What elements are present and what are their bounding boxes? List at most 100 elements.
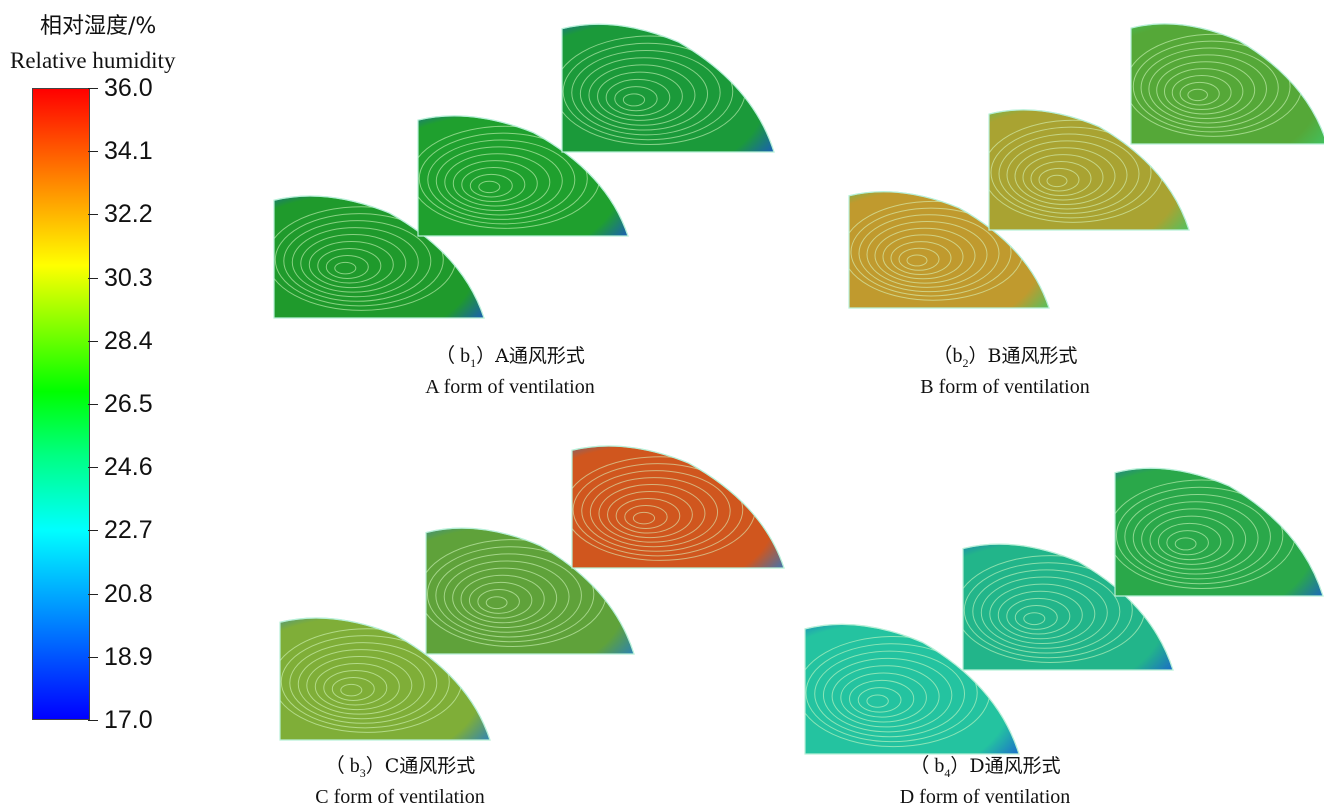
slice-outline (279, 617, 491, 741)
contour-line (1115, 486, 1284, 585)
contour-line (857, 687, 902, 713)
colorbar-tick-mark (88, 530, 98, 532)
colorbar-tick-label: 24.6 (104, 453, 153, 482)
contour-line (1132, 40, 1291, 133)
contour-line (469, 173, 513, 198)
caption-b3-cn: （ b3）C通风形式 (324, 755, 476, 780)
contour-line (1179, 81, 1220, 106)
contour-line (963, 562, 1133, 659)
contour-line (805, 643, 978, 743)
contour-line (840, 672, 927, 723)
contour-line (972, 569, 1121, 654)
contour-line (814, 650, 966, 738)
contour-line (289, 642, 438, 724)
contour-line (1163, 68, 1244, 115)
contour-line (874, 227, 976, 284)
contour-line (306, 656, 413, 715)
contour-line (614, 86, 658, 112)
contour-line (1006, 140, 1128, 210)
slice-2 (962, 543, 1174, 671)
contour-line (308, 241, 394, 289)
contour-line (622, 93, 646, 107)
contour-line (1187, 88, 1208, 102)
contour-line (632, 511, 656, 525)
contour-line (1141, 508, 1247, 570)
contour-line (997, 590, 1083, 640)
contour-line (849, 679, 915, 718)
contour-line (1140, 47, 1279, 128)
contour-line (444, 153, 551, 211)
panel-b1-ventilation-a: （ b1）A通风形式 A form of ventilation (270, 18, 790, 408)
caption-b3: （ b3）C通风形式 C form of ventilation (200, 754, 600, 809)
contour-line (989, 583, 1096, 645)
slice-outline (561, 23, 775, 153)
contour-line (331, 676, 375, 701)
colorbar-tick-label: 32.2 (104, 200, 153, 229)
contour-line (588, 64, 696, 126)
slice-group-b2 (848, 23, 1324, 309)
contour-line (1157, 522, 1222, 561)
colorbar-tick-mark (88, 88, 98, 89)
colorbar-tick-mark (88, 656, 98, 658)
slice-outline (571, 445, 785, 569)
legend-title-english: Relative humidity (10, 48, 176, 73)
slice-outline (425, 527, 635, 655)
slice-group-b3 (279, 445, 785, 741)
colorbar-tick-mark (88, 151, 98, 153)
contour-line (589, 477, 719, 548)
contour-line (340, 683, 363, 697)
contour-line (334, 261, 357, 275)
contour-line (571, 49, 721, 136)
contour-line (427, 139, 576, 220)
slice-2 (425, 527, 635, 655)
contour-line (1174, 537, 1197, 551)
contour-line (1046, 174, 1068, 188)
colorbar-tick-label: 30.3 (104, 263, 153, 292)
contour-line (882, 234, 964, 280)
slice-outline (417, 115, 629, 237)
contour-line (1006, 597, 1071, 635)
colorbar-tick-mark (88, 593, 98, 595)
contour-line (998, 133, 1140, 214)
contour-line (605, 78, 671, 117)
slice-1 (804, 623, 1020, 755)
contour-line (314, 663, 400, 711)
slice-outline (804, 623, 1020, 755)
slice-3 (571, 445, 785, 569)
contour-line (1038, 167, 1080, 192)
colorbar-legend: 相对湿度/% Relative humidity 36.0 34.1 32.2 30.… (0, 0, 230, 760)
colorbar-tick-mark (88, 340, 98, 342)
contour-line (850, 207, 1012, 297)
contour-line (822, 657, 953, 733)
contour-line (598, 484, 706, 543)
colorbar-tick-mark (88, 467, 98, 469)
contour-line (581, 470, 731, 552)
contour-line (890, 241, 952, 276)
contour-line (1132, 501, 1259, 575)
contour-line (597, 71, 683, 121)
caption-b1-cn: （ b1）A通风形式 (435, 345, 585, 370)
contour-line (866, 221, 988, 288)
colorbar-tick-label: 18.9 (104, 642, 153, 671)
slice-outline (1114, 467, 1324, 597)
contour-line (858, 214, 1000, 293)
slice-outline (848, 191, 1050, 309)
contour-line (1014, 147, 1116, 205)
contour-line (280, 635, 450, 729)
contour-line (906, 254, 928, 267)
contour-line (418, 132, 588, 225)
contour-line (468, 581, 533, 619)
slice-3 (1130, 23, 1324, 145)
contour-line (297, 649, 425, 720)
contour-line (435, 146, 563, 216)
colorbar-tick-label: 20.8 (104, 579, 153, 608)
slice-outline (962, 543, 1174, 671)
contour-line (1156, 61, 1256, 119)
contour-line (443, 560, 570, 633)
contour-line (1149, 515, 1234, 565)
contour-line (607, 491, 693, 539)
contour-line (452, 160, 538, 207)
colorbar-tick-label: 36.0 (104, 74, 153, 102)
caption-b3-en: C form of ventilation (315, 786, 485, 808)
panel-b3-ventilation-c: （ b3）C通风形式 C form of ventilation (279, 434, 800, 808)
